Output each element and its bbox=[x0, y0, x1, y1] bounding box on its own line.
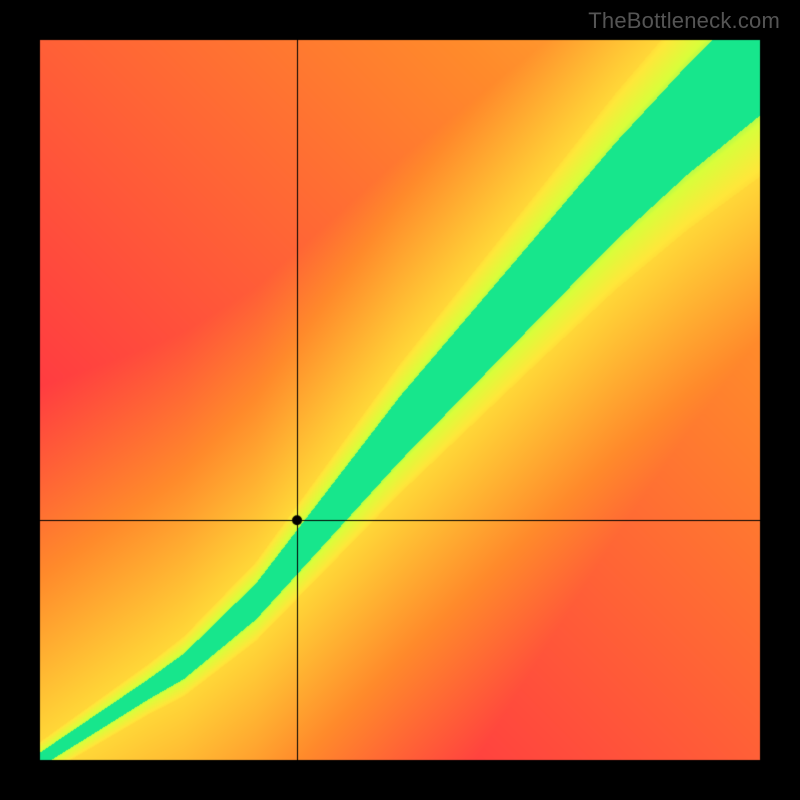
heatmap-canvas bbox=[0, 0, 800, 800]
watermark-text: TheBottleneck.com bbox=[588, 8, 780, 34]
